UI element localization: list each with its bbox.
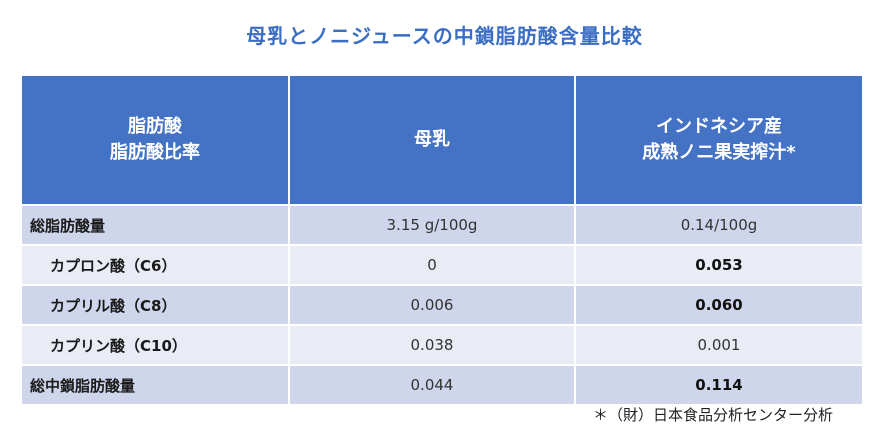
milk-value: 3.15 g/100g (290, 204, 576, 244)
milk-value: 0.044 (290, 364, 576, 404)
noni-value: 0.14/100g (576, 204, 862, 244)
footnote: ＊（財）日本食品分析センター分析 (592, 406, 833, 424)
row-label: カプロン酸（C6） (22, 244, 290, 284)
noni-value: 0.001 (576, 324, 862, 364)
table-row: 総脂肪酸量 3.15 g/100g 0.14/100g (22, 204, 862, 244)
milk-value: 0.006 (290, 284, 576, 324)
header-fatty-acid-line2: 脂肪酸比率 (110, 142, 200, 163)
header-fatty-acid-line1: 脂肪酸 (128, 116, 182, 137)
comparison-table: 脂肪酸 脂肪酸比率 母乳 インドネシア産 成熟ノニ果実搾汁* 総脂肪酸量 3.1… (22, 76, 862, 404)
row-label: カプリン酸（C10） (22, 324, 290, 364)
row-label: 総脂肪酸量 (22, 204, 290, 244)
row-label: 総中鎖脂肪酸量 (22, 364, 290, 404)
noni-value: 0.114 (576, 364, 862, 404)
noni-value: 0.060 (576, 284, 862, 324)
table-row: 総中鎖脂肪酸量 0.044 0.114 (22, 364, 862, 404)
table-row: カプリン酸（C10） 0.038 0.001 (22, 324, 862, 364)
row-label: カプリル酸（C8） (22, 284, 290, 324)
noni-value: 0.053 (576, 244, 862, 284)
table-row: カプリル酸（C8） 0.006 0.060 (22, 284, 862, 324)
table-header-row: 脂肪酸 脂肪酸比率 母乳 インドネシア産 成熟ノニ果実搾汁* (22, 76, 862, 204)
header-fatty-acid: 脂肪酸 脂肪酸比率 (22, 76, 290, 204)
milk-value: 0.038 (290, 324, 576, 364)
milk-value: 0 (290, 244, 576, 284)
header-noni-juice-line1: インドネシア産 (656, 116, 782, 137)
table-row: カプロン酸（C6） 0 0.053 (22, 244, 862, 284)
page-title: 母乳とノニジュースの中鎖脂肪酸含量比較 (246, 24, 643, 48)
header-breast-milk: 母乳 (290, 76, 576, 204)
header-breast-milk-line1: 母乳 (414, 129, 450, 150)
header-noni-juice: インドネシア産 成熟ノニ果実搾汁* (576, 76, 862, 204)
header-noni-juice-line2: 成熟ノニ果実搾汁* (642, 142, 796, 163)
